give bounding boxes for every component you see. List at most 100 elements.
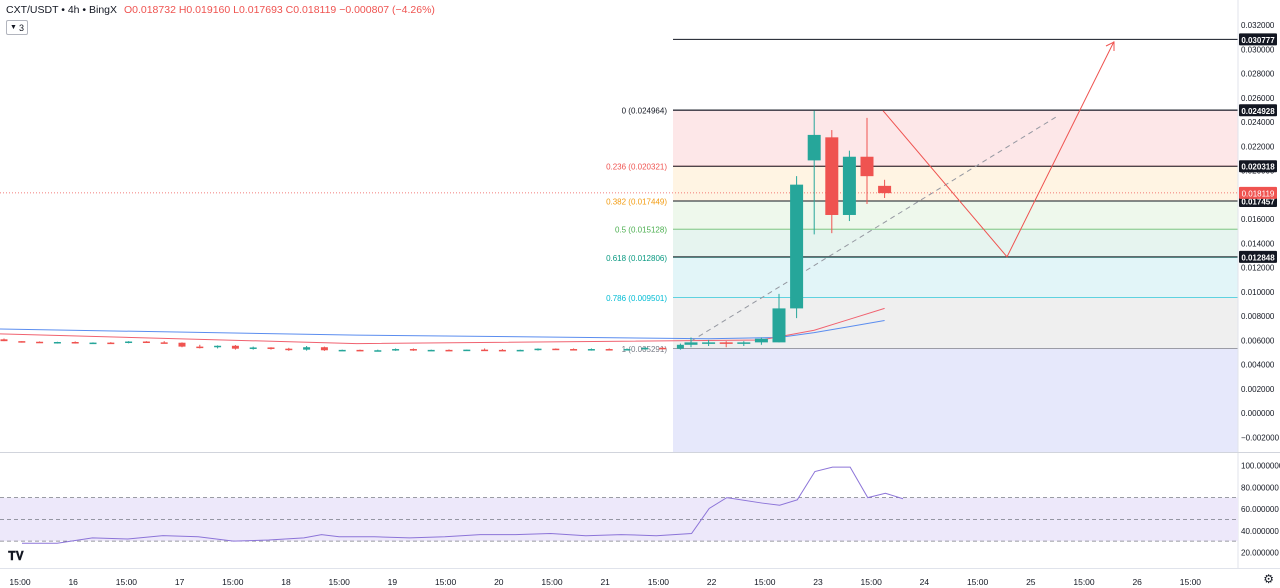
candle: [842, 150, 856, 222]
candle-body: [338, 349, 346, 352]
price-label-tag: 0.020318: [1239, 160, 1277, 173]
candle-body: [481, 349, 489, 352]
candle: [605, 348, 613, 351]
candle: [249, 346, 257, 350]
fib-zone: [673, 257, 1238, 298]
tradingview-logo: 𝐓𝐕: [8, 549, 24, 563]
price-tick-label: 0.024000: [1241, 118, 1275, 127]
candle-body: [249, 347, 257, 349]
fib-zone: [673, 201, 1238, 230]
candle: [570, 348, 578, 351]
candle: [534, 348, 542, 351]
candle-body: [807, 134, 821, 161]
time-tick-label: 15:00: [861, 577, 883, 587]
candle-body: [36, 341, 44, 344]
time-tick-label: 18: [281, 577, 291, 587]
candle-body: [790, 184, 804, 309]
price-tick-label: 0.004000: [1241, 361, 1275, 370]
candle: [684, 337, 698, 348]
price-label-tag: 0.030777: [1239, 33, 1277, 46]
time-tick-label: 20: [494, 577, 504, 587]
price-label-bg: [1239, 33, 1277, 46]
time-tick-label: 24: [920, 577, 930, 587]
price-tick-label: 0.014000: [1241, 239, 1275, 248]
candle-body: [676, 344, 684, 349]
candle-body: [142, 341, 150, 344]
price-tick-label: 0.022000: [1241, 142, 1275, 151]
price-tick-label: 0.026000: [1241, 94, 1275, 103]
candle: [737, 341, 751, 347]
candle-body: [125, 341, 133, 344]
candle: [587, 348, 595, 351]
candle: [481, 348, 489, 352]
candle: [807, 110, 821, 235]
time-tick-label: 15:00: [1180, 577, 1202, 587]
candle-body: [623, 349, 631, 351]
time-tick-label: 21: [600, 577, 610, 587]
time-tick-label: 23: [813, 577, 823, 587]
time-tick-label: 15:00: [435, 577, 457, 587]
rsi-tick-label: 60.000000: [1241, 505, 1279, 514]
price-label-text: 0.030777: [1241, 36, 1275, 45]
candle: [214, 345, 222, 349]
candle-body: [719, 342, 733, 344]
candle-body: [392, 349, 400, 351]
time-tick-label: 16: [68, 577, 78, 587]
price-tick-label: 0.006000: [1241, 336, 1275, 345]
candle: [178, 342, 186, 348]
candle-body: [772, 308, 786, 343]
candle-body: [303, 347, 311, 350]
symbol-label[interactable]: CXT/USDT • 4h • BingX: [6, 4, 118, 16]
candle: [53, 341, 61, 344]
price-label-bg: [1239, 250, 1277, 263]
candle-body: [516, 349, 524, 352]
candle-body: [285, 348, 293, 351]
candle: [719, 341, 733, 348]
fib-level-label: 0.382 (0.017449): [606, 198, 667, 207]
candle: [702, 339, 716, 347]
fib-level-label: 0.786 (0.009501): [606, 294, 667, 303]
price-tick-label: 0.008000: [1241, 312, 1275, 321]
candle: [231, 345, 239, 350]
time-tick-label: 19: [388, 577, 398, 587]
chart-header: CXT/USDT • 4h • BingX O0.018732 H0.01916…: [6, 4, 435, 16]
indicator-collapse-button[interactable]: ▼ 3: [6, 20, 28, 35]
time-tick-label: 15:00: [754, 577, 776, 587]
candle: [878, 179, 892, 198]
candle-body: [374, 350, 382, 352]
gear-icon[interactable]: ⚙: [1263, 572, 1274, 586]
rsi-tick-label: 40.000000: [1241, 527, 1279, 536]
candle: [320, 346, 328, 351]
candle-body: [18, 341, 26, 343]
candle-body: [445, 349, 453, 352]
candle-body: [214, 345, 222, 348]
fib-level-label: 0.5 (0.015128): [615, 226, 667, 235]
candle: [160, 341, 168, 344]
price-label-text: 0.024928: [1241, 107, 1275, 116]
candle: [125, 341, 133, 344]
candle-body: [605, 349, 613, 351]
candle: [860, 117, 874, 205]
candle-body: [498, 349, 506, 352]
indicator-count: 3: [18, 22, 24, 33]
time-tick-label: 25: [1026, 577, 1036, 587]
price-tick-label: 0.016000: [1241, 215, 1275, 224]
candle-body: [754, 338, 768, 343]
time-tick-label: 15:00: [116, 577, 138, 587]
price-tick-label: 0.028000: [1241, 70, 1275, 79]
candle: [107, 342, 115, 345]
candle-body: [320, 347, 328, 351]
candle-body: [178, 342, 186, 347]
time-tick-label: 17: [175, 577, 185, 587]
candle: [498, 349, 506, 352]
candle: [676, 343, 684, 350]
candle: [142, 341, 150, 344]
price-tick-label: 0.030000: [1241, 45, 1275, 54]
candle-body: [409, 349, 417, 351]
fib-zone: [673, 229, 1238, 258]
candle-body: [107, 342, 115, 345]
candle: [374, 349, 382, 352]
fib-level-label: 0.236 (0.020321): [606, 163, 667, 172]
candle-body: [0, 339, 8, 342]
